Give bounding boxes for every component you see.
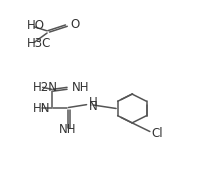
Text: H3C: H3C <box>27 37 51 50</box>
Text: Cl: Cl <box>151 127 163 140</box>
Text: N: N <box>89 100 97 113</box>
Text: O: O <box>70 17 79 31</box>
Text: NH: NH <box>72 81 90 94</box>
Text: HN: HN <box>33 102 51 115</box>
Text: H2N: H2N <box>33 81 58 94</box>
Text: NH: NH <box>59 123 76 136</box>
Text: H: H <box>89 96 97 109</box>
Text: HO: HO <box>27 19 45 32</box>
